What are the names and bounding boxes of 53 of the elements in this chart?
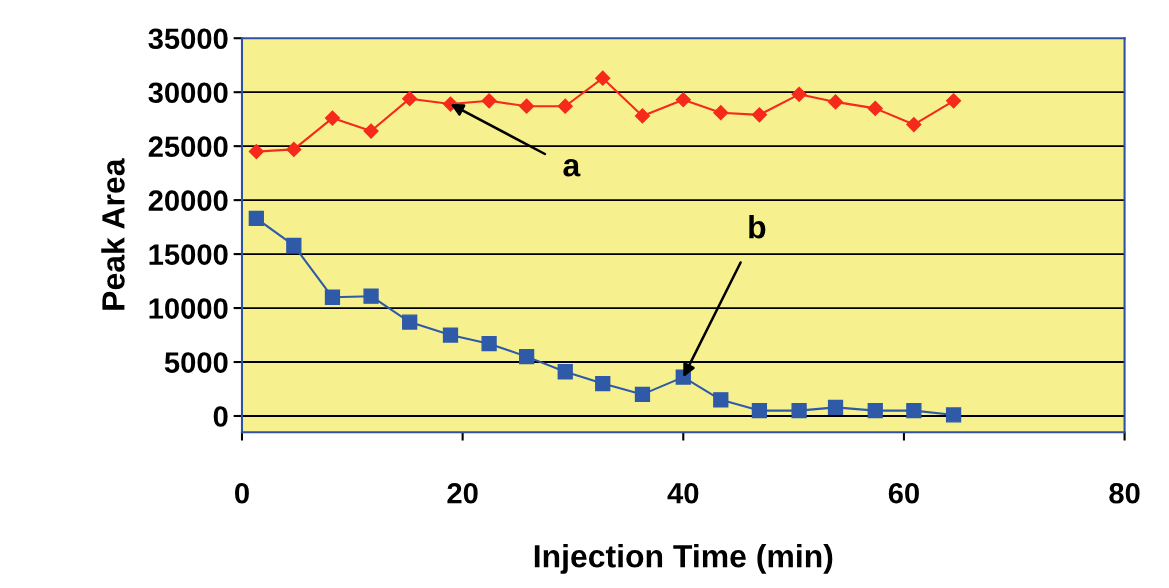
point	[751, 107, 767, 123]
point	[557, 98, 573, 114]
point	[634, 386, 651, 403]
point	[906, 402, 922, 419]
point	[945, 407, 962, 423]
y-tick-label: 25000	[148, 136, 228, 158]
y-axis-title: Peak Area	[101, 158, 125, 310]
point	[946, 93, 962, 109]
annotation: a	[563, 159, 581, 177]
point	[557, 364, 573, 380]
point	[519, 98, 535, 114]
point	[402, 91, 418, 107]
x-tick-label: 60	[888, 482, 919, 504]
point	[867, 402, 883, 419]
point	[675, 92, 691, 108]
point	[481, 93, 497, 109]
point	[481, 336, 497, 352]
y-tick-label: 0	[213, 406, 228, 427]
point	[363, 288, 379, 304]
point	[363, 123, 379, 139]
point	[791, 402, 807, 419]
point	[518, 348, 535, 365]
y-tick-label: 10000	[149, 298, 228, 319]
point	[751, 402, 768, 419]
y-tick-label: 35000	[148, 28, 228, 50]
point	[713, 392, 729, 408]
point	[713, 105, 729, 121]
y-tick-label: 5000	[164, 352, 228, 373]
point	[827, 94, 844, 110]
x-tick-label: 40	[667, 482, 699, 504]
point	[402, 314, 418, 330]
x-axis-title: Injection Time (min)	[534, 544, 833, 574]
annotation: b	[749, 215, 766, 239]
point	[286, 141, 302, 157]
point	[248, 143, 264, 160]
point	[634, 108, 651, 124]
y-tick-label: 20000	[148, 190, 228, 211]
y-tick-label: 30000	[148, 82, 228, 104]
point	[791, 86, 807, 102]
x-tick-label: 20	[447, 482, 478, 504]
x-tick-label: 0	[235, 482, 249, 504]
point	[906, 116, 922, 133]
point	[595, 375, 611, 392]
x-tick-label: 80	[1109, 482, 1140, 504]
point	[286, 237, 302, 254]
y-tick-label: 15000	[149, 244, 228, 265]
point	[595, 70, 611, 86]
point	[442, 327, 459, 343]
point	[248, 210, 264, 227]
point	[324, 110, 341, 126]
point	[867, 100, 883, 116]
point	[827, 399, 844, 415]
point	[324, 289, 341, 305]
